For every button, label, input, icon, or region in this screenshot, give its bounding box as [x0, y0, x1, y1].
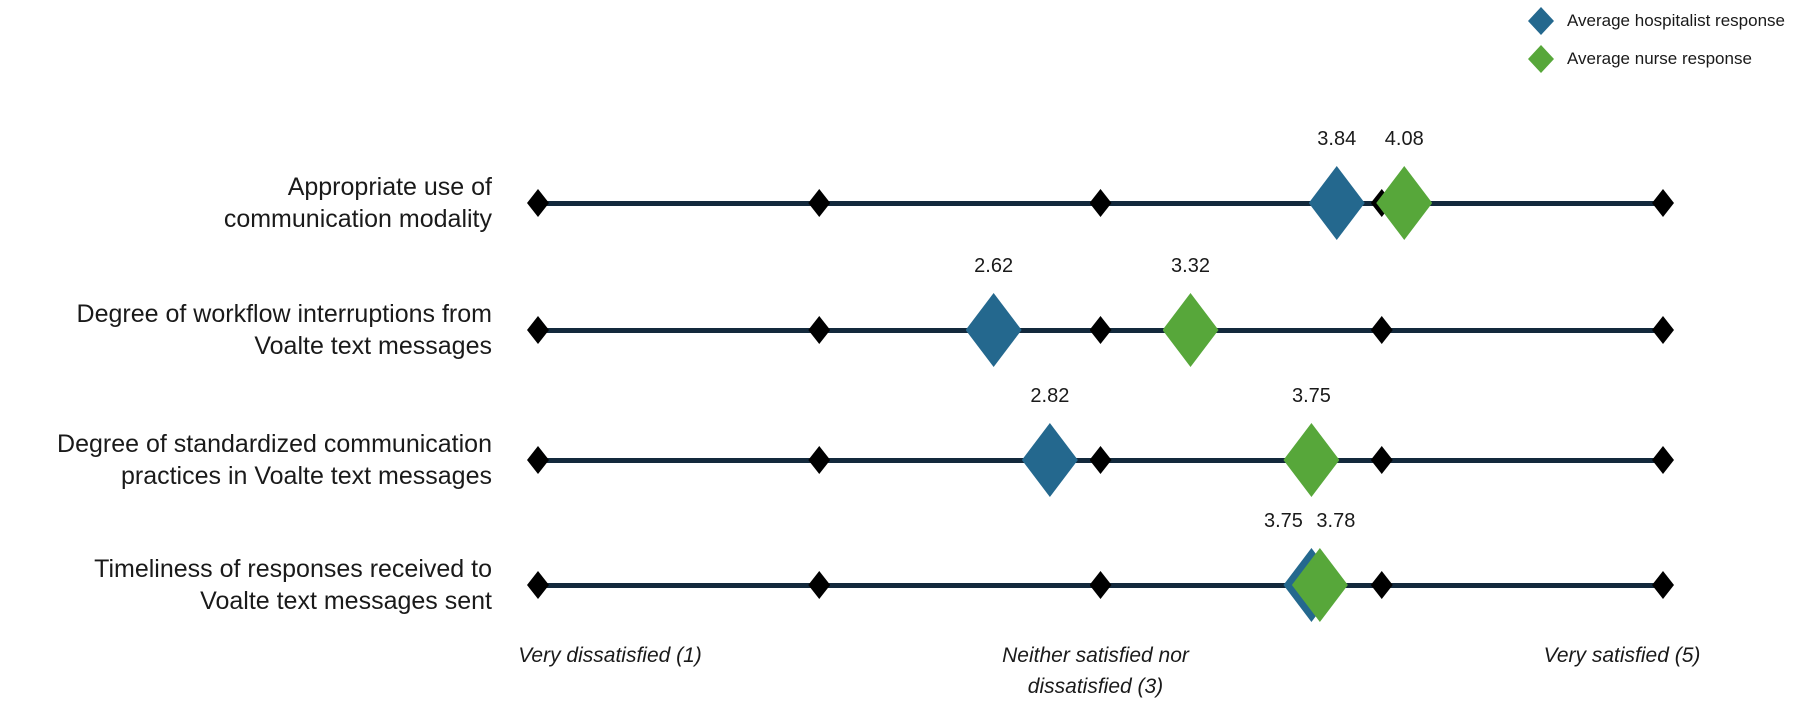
axis-label-line: Neither satisfied nor — [1002, 644, 1189, 667]
row-label-line: Degree of workflow interruptions from — [76, 300, 492, 328]
row-label-line: Voalte text messages sent — [200, 587, 492, 615]
row-label-line: Degree of standardized communication — [57, 430, 492, 458]
scale-tick-icon — [808, 189, 831, 217]
scale-tick-icon — [527, 571, 549, 599]
scale-tick-icon — [808, 446, 831, 474]
scale-tick-icon — [1370, 446, 1393, 474]
hospitalist-marker-icon — [1308, 166, 1365, 240]
scale-tick-icon — [1089, 446, 1112, 474]
row-label-line: Voalte text messages — [254, 332, 492, 360]
scale-tick-icon — [1089, 189, 1112, 217]
scale-tick-icon — [1370, 571, 1393, 599]
hospitalist-legend-diamond-icon — [1528, 7, 1554, 35]
scale-tick-icon — [1652, 446, 1674, 474]
row-label: Timeliness of responses received to Voalt… — [0, 553, 492, 617]
row-label-line: communication modality — [223, 205, 492, 233]
nurse-value-label: 3.75 — [1291, 385, 1331, 407]
legend-label: Average nurse response — [1567, 49, 1752, 68]
axis-label: Very satisfied (5) — [1422, 640, 1816, 671]
nurse-marker-icon — [1162, 293, 1219, 367]
scale-tick-icon — [1652, 316, 1674, 344]
scale-tick-icon — [1652, 189, 1674, 217]
hospitalist-value-label: 2.82 — [1030, 385, 1070, 407]
axis-label: Neither satisfied nor dissatisfied (3) — [896, 640, 1296, 702]
axis-label-line: dissatisfied (3) — [1027, 675, 1164, 698]
scale-tick-icon — [527, 446, 549, 474]
nurse-marker-icon — [1291, 548, 1348, 622]
row-label: Degree of workflow interruptions from Voa… — [0, 298, 492, 362]
hospitalist-value-label: 3.75 — [1263, 510, 1303, 532]
nurse-marker-icon — [1283, 423, 1340, 497]
axis-label: Very dissatisfied (1) — [410, 640, 810, 671]
scale-tick-icon — [808, 571, 831, 599]
row-label-line: Timeliness of responses received to — [94, 555, 492, 583]
nurse-value-label: 3.78 — [1316, 510, 1356, 532]
axis-label-line: Very dissatisfied (1) — [518, 644, 702, 667]
row-label: Degree of standardized communication prac… — [0, 428, 492, 492]
nurse-value-label: 3.32 — [1171, 255, 1210, 277]
nurse-value-label: 4.08 — [1384, 128, 1424, 150]
scale-tick-icon — [527, 189, 549, 217]
row-label-line: Appropriate use of — [287, 173, 492, 201]
hospitalist-marker-icon — [1021, 423, 1078, 497]
scale-tick-icon — [808, 316, 831, 344]
row-label-line: practices in Voalte text messages — [120, 462, 492, 490]
hospitalist-value-label: 3.84 — [1317, 128, 1357, 150]
nurse-marker-icon — [1376, 166, 1433, 240]
scale-tick-icon — [1089, 571, 1112, 599]
nurse-legend-diamond-icon — [1528, 45, 1554, 73]
scale-tick-icon — [527, 316, 549, 344]
hospitalist-value-label: 2.62 — [974, 255, 1014, 277]
axis-label-line: Very satisfied (5) — [1543, 644, 1701, 667]
row-label: Appropriate use of communication modality — [0, 171, 492, 235]
legend-item-hospitalist: Average hospitalist response — [1528, 7, 1785, 35]
scale-tick-icon — [1089, 316, 1112, 344]
legend-label: Average hospitalist response — [1567, 11, 1785, 30]
hospitalist-marker-icon — [965, 293, 1022, 367]
legend-item-nurse: Average nurse response — [1528, 45, 1752, 73]
scale-tick-icon — [1652, 571, 1674, 599]
scale-tick-icon — [1370, 316, 1393, 344]
